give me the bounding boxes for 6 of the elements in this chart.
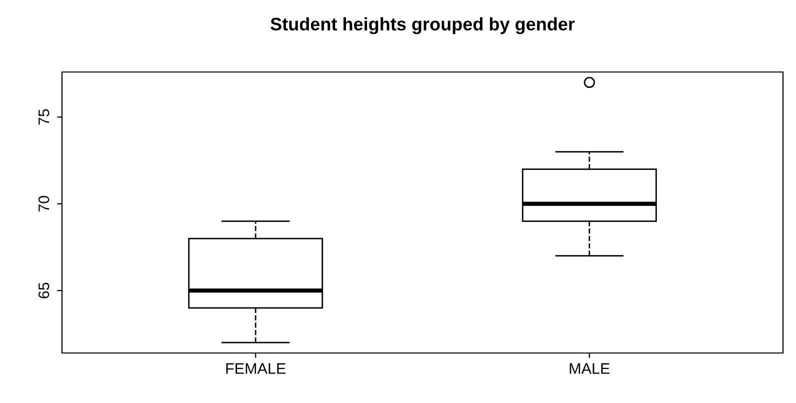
y-tick-label: 70 <box>38 196 50 212</box>
x-tick-label: MALE <box>570 363 610 374</box>
x-tick-label: FEMALE <box>226 363 286 374</box>
y-tick-label: 75 <box>38 109 50 125</box>
chart-title: Student heights grouped by gender <box>270 17 575 34</box>
y-tick-label: 65 <box>38 282 50 298</box>
